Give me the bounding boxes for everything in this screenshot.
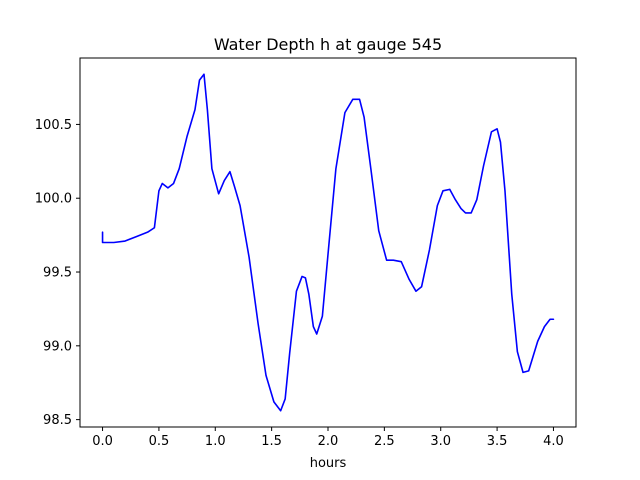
chart-title: Water Depth h at gauge 545 [214, 35, 442, 54]
x-axis-ticks: 0.0 0.5 1.0 1.5 2.0 2.5 3.0 3.5 4.0 [92, 427, 564, 449]
x-tick-label: 0.5 [149, 434, 170, 449]
x-tick-label: 2.5 [374, 434, 395, 449]
x-tick-label: 1.5 [261, 434, 282, 449]
x-tick-label: 2.0 [318, 434, 339, 449]
series-layer [101, 73, 555, 412]
y-tick-label: 99.0 [43, 339, 72, 354]
series-line-0 [101, 73, 555, 412]
y-tick-label: 99.5 [43, 266, 72, 281]
plot-frame [79, 57, 577, 428]
y-tick-label: 100.0 [35, 192, 72, 207]
plot-area [80, 58, 576, 427]
x-tick-label: 1.0 [205, 434, 226, 449]
x-tick-label: 0.0 [92, 434, 113, 449]
x-tick-label: 3.5 [487, 434, 508, 449]
x-tick-label: 3.0 [430, 434, 451, 449]
y-axis-ticks: 98.5 99.0 99.5 100.0 100.5 [35, 118, 80, 428]
x-tick-label: 4.0 [543, 434, 564, 449]
y-tick-label: 98.5 [43, 413, 72, 428]
x-axis-label: hours [310, 456, 347, 471]
y-tick-label: 100.5 [35, 118, 72, 133]
